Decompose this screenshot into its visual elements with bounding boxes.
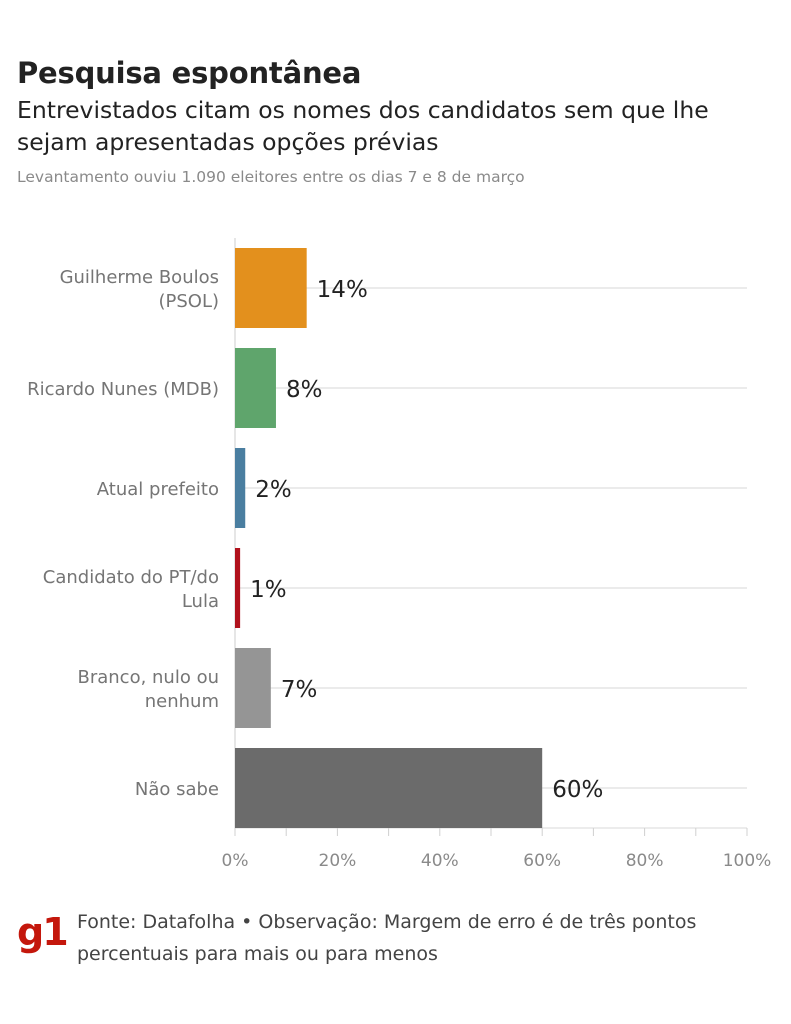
source-note: Fonte: Datafolha • Observação: Margem de… xyxy=(77,911,697,965)
bar[interactable] xyxy=(235,348,276,428)
g1-logo[interactable]: g1 xyxy=(17,910,69,954)
bar-value-label: 8% xyxy=(286,377,323,403)
bar-value-label: 7% xyxy=(281,677,318,703)
bar-value-label: 60% xyxy=(552,777,603,803)
category-label: Branco, nulo ou nenhum xyxy=(77,667,219,712)
footer: g1 Fonte: Datafolha • Observação: Margem… xyxy=(17,906,787,976)
x-tick-label: 40% xyxy=(421,851,459,871)
category-label: Guilherme Boulos (PSOL) xyxy=(60,267,219,312)
bar-chart: 0% 20% 40% 60% 80% 100% 14% Guilherme Boulos (PS… xyxy=(27,238,772,871)
category-label: Atual prefeito xyxy=(97,479,219,500)
chart-title: Pesquisa espontânea xyxy=(17,56,362,90)
bar[interactable] xyxy=(235,548,241,628)
chart-subtitle: Entrevistados citam os nomes dos candida… xyxy=(17,96,709,156)
survey-note: Levantamento ouviu 1.090 eleitores entre… xyxy=(17,168,525,186)
x-tick-label: 20% xyxy=(319,851,357,871)
x-tick-label: 100% xyxy=(723,851,772,871)
bar-value-label: 14% xyxy=(317,277,368,303)
category-label: Candidato do PT/do Lula xyxy=(43,567,219,612)
bar[interactable] xyxy=(235,648,271,728)
category-label: Ricardo Nunes (MDB) xyxy=(27,379,219,400)
bar-value-label: 2% xyxy=(255,477,291,503)
x-tick-label: 0% xyxy=(222,851,249,871)
x-tick-label: 80% xyxy=(626,851,664,871)
x-tick-label: 60% xyxy=(523,851,561,871)
bar[interactable] xyxy=(235,448,246,528)
bar[interactable] xyxy=(235,748,543,828)
category-label: Não sabe xyxy=(135,779,219,800)
bar-value-label: 1% xyxy=(250,577,287,603)
bar[interactable] xyxy=(235,248,307,328)
